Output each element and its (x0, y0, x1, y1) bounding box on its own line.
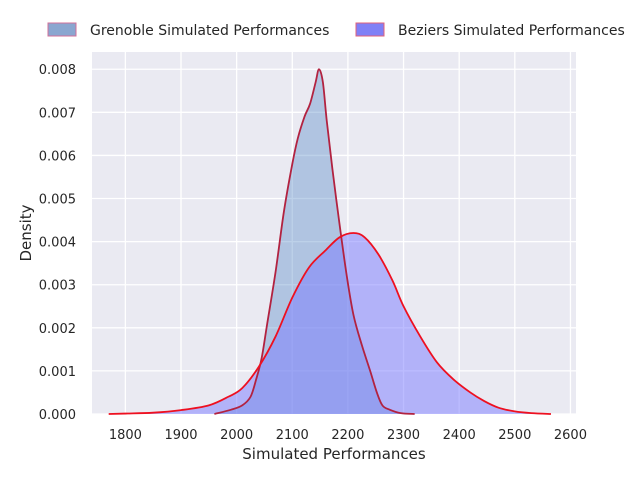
density-line-grenoble (214, 68, 415, 415)
density-line-beziers (108, 232, 552, 415)
y-tick-label: 0.001 (39, 365, 76, 380)
y-tick-label: 0.006 (39, 149, 76, 164)
x-tick-label: 2000 (220, 428, 253, 443)
legend-label-beziers: Beziers Simulated Performances (398, 23, 625, 39)
legend-label-grenoble: Grenoble Simulated Performances (90, 23, 329, 39)
x-tick-label: 2600 (554, 428, 587, 443)
x-tick-label: 1900 (164, 428, 197, 443)
y-tick-label: 0.005 (39, 193, 76, 208)
x-tick-label: 2300 (387, 428, 420, 443)
x-tick-label: 1800 (109, 428, 142, 443)
y-tick-label: 0.008 (39, 63, 76, 78)
y-tick-labels: 0.000 0.001 0.002 0.003 0.004 0.005 0.006 0.007… (39, 63, 76, 423)
x-tick-label: 2500 (498, 428, 531, 443)
y-tick-label: 0.003 (39, 279, 76, 294)
x-axis-title: Simulated Performances (242, 445, 426, 463)
y-tick-label: 0.002 (39, 322, 76, 337)
x-tick-label: 2200 (331, 428, 364, 443)
y-tick-label: 0.000 (39, 408, 76, 423)
density-area-beziers (108, 233, 551, 414)
legend-swatch-beziers (355, 22, 385, 37)
legend: Grenoble Simulated Performances Beziers … (47, 22, 625, 39)
legend-swatch-grenoble (47, 22, 77, 37)
y-tick-label: 0.007 (39, 106, 76, 121)
y-axis-title: Density (17, 204, 35, 261)
y-tick-label: 0.004 (39, 236, 76, 251)
density-area-grenoble (214, 69, 415, 415)
x-tick-label: 2100 (276, 428, 309, 443)
x-tick-label: 2400 (443, 428, 476, 443)
density-series (108, 68, 552, 415)
x-tick-labels: 1800 1900 2000 2100 2200 2300 2400 2500 2600 (109, 428, 587, 443)
